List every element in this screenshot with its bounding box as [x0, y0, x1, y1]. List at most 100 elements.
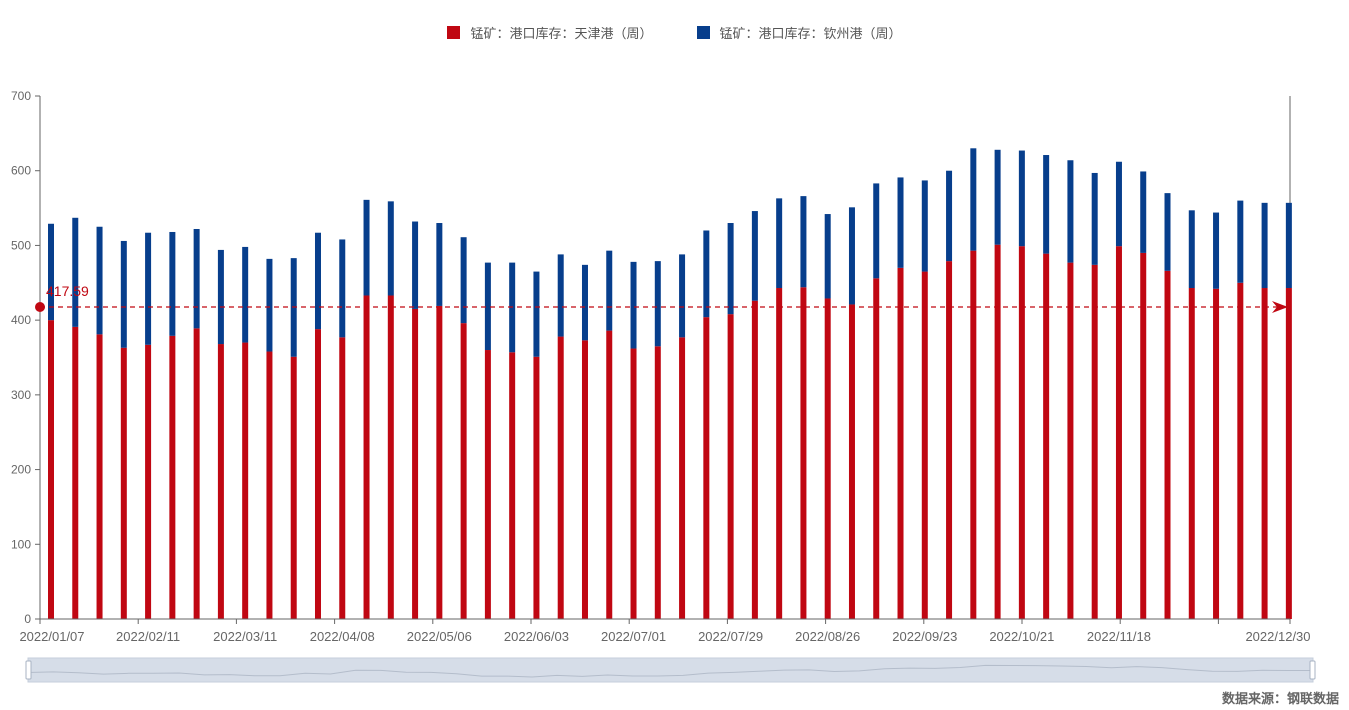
- bar-qinzhou: [897, 177, 904, 268]
- x-tick-label: 2022/01/07: [19, 629, 84, 644]
- bar-qinzhou: [460, 237, 467, 324]
- datazoom-handle-left: [25, 660, 32, 680]
- bar-tianjin: [412, 308, 419, 619]
- x-tick-label: 2022/03/11: [213, 629, 277, 644]
- x-tick-label: 2022/07/01: [601, 629, 666, 644]
- bar-tianjin: [1213, 288, 1220, 619]
- bar-qinzhou: [1043, 155, 1050, 254]
- bar-tianjin: [314, 329, 321, 619]
- bar-tianjin: [1018, 246, 1025, 619]
- y-tick-label: 0: [24, 612, 31, 626]
- bar-tianjin: [848, 304, 855, 619]
- y-tick-label: 700: [11, 89, 31, 103]
- bar-tianjin: [1140, 252, 1147, 619]
- bar-tianjin: [120, 347, 127, 619]
- bar-qinzhou: [1188, 210, 1195, 289]
- y-tick-label: 400: [11, 313, 31, 327]
- bar-qinzhou: [412, 221, 419, 309]
- x-tick-label: 2022/07/29: [698, 629, 763, 644]
- bar-qinzhou: [533, 271, 540, 357]
- y-tick-label: 200: [11, 463, 31, 477]
- bar-qinzhou: [314, 232, 321, 330]
- bar-tianjin: [339, 337, 346, 619]
- bar-tianjin: [1285, 288, 1292, 619]
- bar-qinzhou: [751, 211, 758, 301]
- bar-qinzhou: [145, 232, 152, 345]
- bar-qinzhou: [606, 250, 613, 331]
- legend: 锰矿：港口库存：天津港（周） 锰矿：港口库存：钦州港（周）: [0, 22, 1349, 42]
- bar-qinzhou: [679, 254, 686, 338]
- bar-tianjin: [436, 305, 443, 619]
- bar-qinzhou: [484, 262, 491, 351]
- y-tick-label: 500: [11, 238, 31, 252]
- bar-tianjin: [751, 300, 758, 619]
- datazoom-slider: [27, 657, 1314, 683]
- bar-qinzhou: [800, 196, 807, 288]
- bar-tianjin: [1067, 262, 1074, 619]
- bar-qinzhou: [630, 261, 637, 349]
- bar-tianjin: [800, 287, 807, 619]
- bar-qinzhou: [1018, 150, 1025, 247]
- bar-qinzhou: [339, 239, 346, 338]
- bar-tianjin: [266, 351, 273, 619]
- bar-tianjin: [970, 250, 977, 619]
- bar-qinzhou: [703, 230, 710, 318]
- bar-qinzhou: [970, 148, 977, 251]
- bar-qinzhou: [72, 217, 79, 327]
- legend-label-qinzhou: 锰矿：港口库存：钦州港（周）: [719, 26, 902, 42]
- bar-tianjin: [897, 267, 904, 619]
- datazoom-preview-line: [27, 664, 1313, 678]
- bar-qinzhou: [1067, 160, 1074, 263]
- bar-qinzhou: [242, 246, 249, 343]
- bar-tianjin: [484, 350, 491, 619]
- legend-item-qinzhou[interactable]: 锰矿：港口库存：钦州港（周）: [696, 22, 902, 42]
- bar-qinzhou: [848, 207, 855, 305]
- y-tick-label: 600: [11, 164, 31, 178]
- bar-tianjin: [387, 295, 394, 619]
- bar-tianjin: [96, 334, 103, 619]
- bar-qinzhou: [1164, 193, 1171, 271]
- bar-tianjin: [606, 330, 613, 619]
- bar-tianjin: [1188, 288, 1195, 619]
- bar-tianjin: [630, 348, 637, 619]
- bar-qinzhou: [1237, 200, 1244, 283]
- x-tick-label: 2022/10/21: [989, 629, 1054, 644]
- legend-item-tianjin[interactable]: 锰矿：港口库存：天津港（周）: [447, 22, 653, 42]
- bar-qinzhou: [557, 254, 564, 337]
- bar-qinzhou: [387, 201, 394, 296]
- bar-tianjin: [921, 271, 928, 619]
- bar-tianjin: [727, 314, 734, 619]
- bar-tianjin: [581, 340, 588, 619]
- bar-tianjin: [1237, 282, 1244, 619]
- bar-qinzhou: [193, 228, 200, 329]
- bar-tianjin: [1261, 288, 1268, 619]
- bar-tianjin: [1115, 246, 1122, 619]
- legend-swatch-qinzhou: [696, 25, 710, 39]
- bar-qinzhou: [1213, 212, 1220, 289]
- bar-tianjin: [994, 244, 1001, 619]
- bar-qinzhou: [921, 180, 928, 272]
- x-tick-label: 2022/04/08: [310, 629, 375, 644]
- bar-tianjin: [48, 320, 54, 619]
- datazoom-handle-right: [1309, 660, 1316, 680]
- bar-qinzhou: [48, 223, 54, 321]
- bar-qinzhou: [873, 183, 880, 279]
- bar-tianjin: [1164, 270, 1171, 619]
- bar-tianjin: [169, 335, 176, 619]
- bar-qinzhou: [217, 249, 224, 345]
- bar-qinzhou: [946, 170, 953, 262]
- x-tick-label: 2022/05/06: [407, 629, 472, 644]
- bar-qinzhou: [1261, 202, 1268, 289]
- bar-qinzhou: [994, 149, 1001, 245]
- bar-qinzhou: [363, 199, 370, 296]
- x-tick-label: 2022/06/03: [504, 629, 569, 644]
- bar-qinzhou: [776, 198, 783, 289]
- bar-tianjin: [145, 344, 152, 619]
- bar-tianjin: [703, 317, 710, 619]
- bar-tianjin: [776, 288, 783, 619]
- bar-tianjin: [946, 261, 953, 619]
- bar-qinzhou: [1091, 172, 1098, 265]
- bar-tianjin: [533, 356, 540, 619]
- bar-qinzhou: [96, 226, 103, 335]
